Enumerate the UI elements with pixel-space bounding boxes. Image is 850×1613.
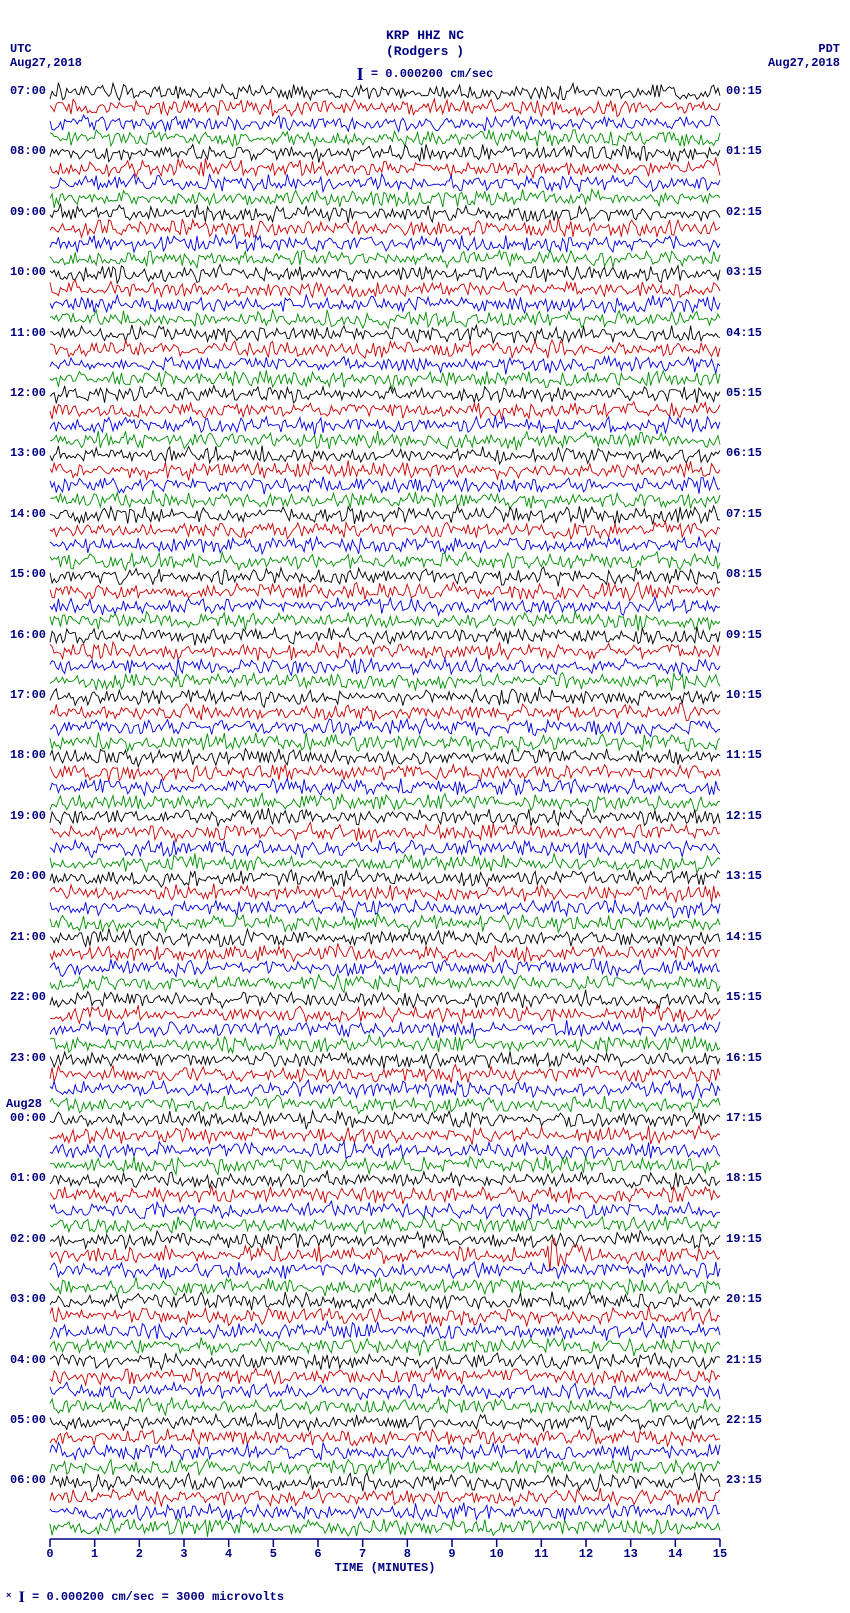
x-tick-label: 6: [314, 1547, 321, 1561]
x-tick-label: 13: [623, 1547, 637, 1561]
right-date: Aug27,2018: [768, 56, 840, 70]
pdt-hour-label: 07:15: [724, 507, 762, 521]
utc-hour-label: 19:00: [0, 809, 48, 823]
pdt-hour-label: 18:15: [724, 1171, 762, 1185]
pdt-hour-label: 03:15: [724, 265, 762, 279]
pdt-hour-label: 11:15: [724, 748, 762, 762]
utc-hour-label: 14:00: [0, 507, 48, 521]
utc-hour-label: 00:00: [0, 1111, 48, 1125]
pdt-hour-label: 22:15: [724, 1413, 762, 1427]
utc-hour-label: 18:00: [0, 748, 48, 762]
x-tick-label: 11: [534, 1547, 548, 1561]
pdt-hour-label: 01:15: [724, 144, 762, 158]
utc-hour-label: 15:00: [0, 567, 48, 581]
utc-hour-label: 20:00: [0, 869, 48, 883]
pdt-hour-label: 13:15: [724, 869, 762, 883]
pdt-hour-label: 23:15: [724, 1473, 762, 1487]
x-tick-label: 9: [448, 1547, 455, 1561]
x-tick-label: 8: [404, 1547, 411, 1561]
utc-hour-label: 04:00: [0, 1353, 48, 1367]
pdt-hour-label: 12:15: [724, 809, 762, 823]
utc-hour-label: 01:00: [0, 1171, 48, 1185]
x-tick-label: 10: [489, 1547, 503, 1561]
utc-day-break: Aug28: [6, 1097, 42, 1111]
pdt-hour-label: 10:15: [724, 688, 762, 702]
pdt-hour-label: 17:15: [724, 1111, 762, 1125]
pdt-hour-label: 20:15: [724, 1292, 762, 1306]
utc-hour-label: 10:00: [0, 265, 48, 279]
utc-hour-label: 13:00: [0, 446, 48, 460]
x-axis-title: TIME (MINUTES): [335, 1561, 436, 1575]
utc-hour-label: 08:00: [0, 144, 48, 158]
x-tick-label: 4: [225, 1547, 232, 1561]
x-tick-label: 0: [46, 1547, 53, 1561]
station-code: KRP HHZ NC: [386, 28, 464, 43]
utc-hour-label: 03:00: [0, 1292, 48, 1306]
pdt-hour-label: 15:15: [724, 990, 762, 1004]
station-location: (Rodgers ): [386, 44, 464, 59]
utc-hour-label: 09:00: [0, 205, 48, 219]
utc-hour-label: 12:00: [0, 386, 48, 400]
x-tick-label: 2: [136, 1547, 143, 1561]
utc-hour-label: 22:00: [0, 990, 48, 1004]
pdt-hour-label: 05:15: [724, 386, 762, 400]
utc-hour-label: 06:00: [0, 1473, 48, 1487]
utc-hour-label: 23:00: [0, 1051, 48, 1065]
footer-scale: × I = 0.000200 cm/sec = 3000 microvolts: [6, 1589, 284, 1607]
x-tick-label: 15: [713, 1547, 727, 1561]
utc-hour-label: 02:00: [0, 1232, 48, 1246]
footer-scale-text: = 0.000200 cm/sec = 3000 microvolts: [32, 1590, 284, 1604]
utc-hour-label: 16:00: [0, 628, 48, 642]
x-tick-label: 3: [180, 1547, 187, 1561]
x-tick-label: 7: [359, 1547, 366, 1561]
pdt-hour-label: 06:15: [724, 446, 762, 460]
x-tick-label: 1: [91, 1547, 98, 1561]
pdt-hour-label: 08:15: [724, 567, 762, 581]
pdt-hour-label: 21:15: [724, 1353, 762, 1367]
utc-hour-label: 11:00: [0, 326, 48, 340]
helicorder-plot: [50, 85, 720, 1535]
utc-hour-label: 17:00: [0, 688, 48, 702]
left-timezone: UTC: [10, 42, 32, 56]
x-tick-label: 5: [270, 1547, 277, 1561]
pdt-hour-label: 09:15: [724, 628, 762, 642]
pdt-hour-label: 02:15: [724, 205, 762, 219]
pdt-hour-label: 19:15: [724, 1232, 762, 1246]
pdt-hour-label: 04:15: [724, 326, 762, 340]
utc-hour-label: 21:00: [0, 930, 48, 944]
utc-hour-label: 05:00: [0, 1413, 48, 1427]
x-tick-label: 14: [668, 1547, 682, 1561]
pdt-hour-label: 14:15: [724, 930, 762, 944]
pdt-hour-label: 16:15: [724, 1051, 762, 1065]
right-timezone: PDT: [818, 42, 840, 56]
utc-hour-label: 07:00: [0, 84, 48, 98]
pdt-hour-label: 00:15: [724, 84, 762, 98]
x-tick-label: 12: [579, 1547, 593, 1561]
